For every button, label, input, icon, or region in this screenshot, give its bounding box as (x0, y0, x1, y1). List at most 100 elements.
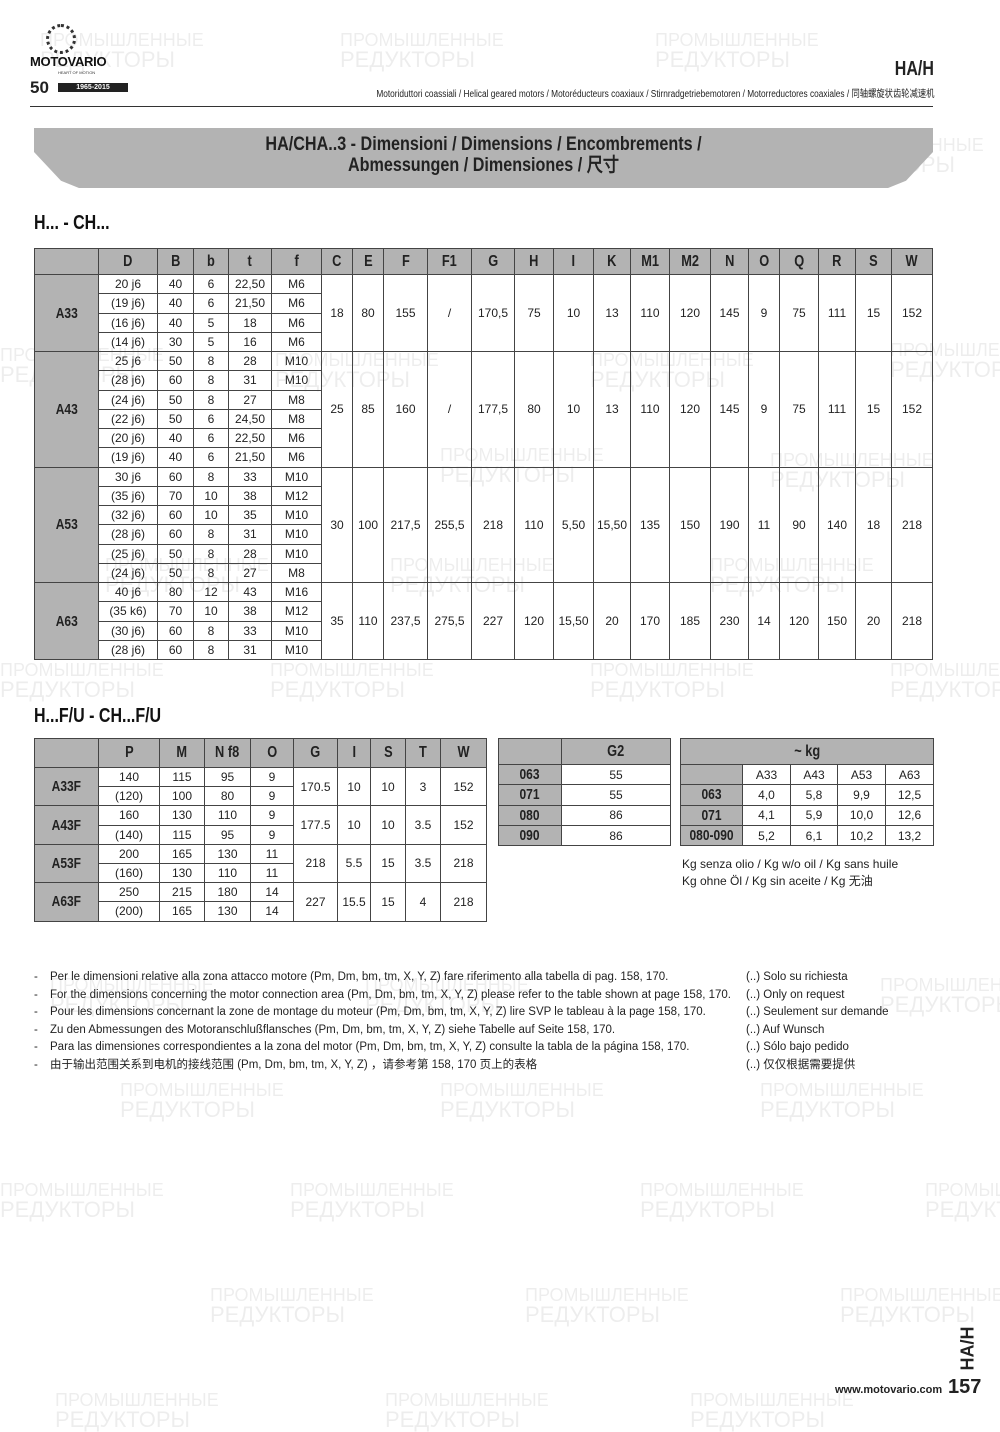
table-row: A53F 200 165 130 11 218 5.5 15 3.5 218 (34, 843, 487, 884)
table-cell: 152 (891, 351, 933, 468)
table-cell: (19 j6) (98, 447, 158, 468)
column-header: G (293, 738, 338, 768)
table-cell: 152 (440, 766, 487, 807)
table-cell: 9 (748, 351, 780, 468)
table-cell: 35 (228, 504, 272, 526)
table-cell: 115 (159, 766, 205, 788)
motor-size: 080 (519, 806, 541, 824)
watermark-line: РЕДУКТОРЫ (210, 1302, 345, 1327)
note-text: 由于输出范围关系到电机的接线范围 (Pm, Dm, bm, tm, X, Y, … (50, 1058, 538, 1071)
table-cell: M10 (271, 504, 322, 526)
column-header: O (748, 248, 780, 275)
table-cell: 60 (157, 620, 194, 641)
column-header: G2 (561, 738, 671, 765)
table-cell: 110 (630, 274, 670, 352)
table-cell: (24 j6) (98, 389, 158, 410)
column-header-label: F1 (442, 252, 457, 270)
note-item: - Pour les dimensions concernant la zone … (34, 1004, 731, 1022)
table-cell: 120 (779, 582, 819, 660)
watermark-line: ПРОМЫШЛЕННЫЕ (340, 30, 504, 50)
table-row: 090 86 (498, 824, 671, 847)
table-cell: 9 (250, 786, 294, 807)
table-cell: 20 (593, 582, 631, 660)
table-cell: 110 (352, 582, 384, 660)
footer-url[interactable]: www.motovario.com (835, 1384, 943, 1396)
table-cell: 10 (193, 485, 229, 507)
legend-item: (..) Seulement sur demande (746, 1006, 889, 1018)
watermark-line: ПРОМЫШЛЕННЫЕ (270, 660, 434, 680)
table-cell: 130 (159, 862, 205, 884)
table-cell: 100 (159, 786, 205, 807)
watermark-line: РЕДУКТОРЫ (655, 47, 790, 72)
table-cell: 177.5 (293, 805, 338, 845)
watermark-line: РЕДУКТОРЫ (290, 1197, 425, 1222)
series-title: HA/H (894, 58, 934, 80)
table-cell: 24,50 (228, 408, 272, 430)
table-cell: 60 (157, 504, 194, 526)
watermark-line: ПРОМЫШЛЕННЫЕ (655, 30, 819, 50)
table-cell: 60 (157, 466, 194, 487)
column-header: M (159, 738, 205, 768)
table-cell: (28 j6) (98, 370, 158, 391)
motor-size: 090 (519, 827, 541, 845)
table-cell: (16 j6) (98, 312, 158, 333)
table-cell: 10 (337, 766, 371, 807)
table-cell: 40 (157, 293, 194, 314)
table-cell: 50 (157, 543, 194, 564)
table-cell: 80 (157, 581, 194, 603)
bullet-dash: - (34, 1006, 38, 1018)
banner-title: HA/CHA..3 - Dimensioni / Dimensions / En… (101, 134, 865, 176)
column-header-label: f (294, 252, 299, 270)
logo-years: 1965-2015 (58, 83, 128, 92)
table-cell: 170 (630, 582, 670, 660)
table-cell: 145 (710, 351, 749, 468)
column-header: R (818, 248, 856, 275)
table-cell: 18 (855, 466, 892, 583)
column-header-label: t (247, 252, 253, 270)
column-header (34, 738, 99, 768)
table-cell: 13,2 (884, 824, 935, 847)
row-group-label: A53F (34, 843, 99, 884)
table-cell: (28 j6) (98, 524, 158, 545)
table-cell: M8 (271, 408, 322, 430)
table-cell: M8 (271, 562, 322, 584)
column-header-label: M1 (641, 252, 659, 270)
table-cell: M10 (271, 466, 322, 487)
table-cell: 13 (593, 351, 631, 468)
table-cell: 40 (157, 273, 194, 295)
column-header: f (271, 248, 322, 275)
header-row: P M N f8 O G I S T W (34, 738, 487, 768)
logo-anniversary: 50 (30, 78, 49, 97)
table-row: (24 j6) 50 8 27 M8 (35, 389, 933, 410)
table-cell: (14 j6) (98, 331, 158, 353)
table-cell: 200 (98, 843, 160, 864)
table-row: (28 j6) 60 8 31 M10 (35, 639, 933, 661)
table-cell: 12 (193, 581, 229, 603)
table-cell: 150 (669, 466, 711, 583)
table-cell: M10 (271, 639, 322, 661)
column-header-label: G (488, 252, 498, 270)
table-cell: 190 (710, 466, 749, 583)
table-cell: 75 (514, 274, 554, 352)
g2-table: G2 063 55 071 55 080 86 090 86 (498, 738, 671, 847)
table-cell: M6 (271, 293, 322, 314)
table-cell: 110 (204, 862, 251, 884)
bullet-dash: - (34, 1041, 38, 1053)
table-cell: 3 (405, 766, 441, 807)
table-cell: 8 (193, 543, 229, 564)
table-cell: 95 (204, 766, 251, 788)
table-cell: 155 (383, 274, 428, 352)
table-cell: 31 (228, 524, 272, 545)
column-header-label: H (529, 252, 539, 270)
column-header: b (193, 248, 229, 275)
row-group-label: A53 (34, 466, 99, 583)
table-cell: 15 (370, 882, 406, 922)
watermark-line: ПРОМЫШЛЕННЫЕ (210, 1285, 374, 1305)
table-cell: 10,0 (837, 804, 886, 826)
table-cell: M12 (271, 485, 322, 507)
table-cell: 30 j6 (98, 466, 158, 487)
column-header (34, 248, 99, 275)
